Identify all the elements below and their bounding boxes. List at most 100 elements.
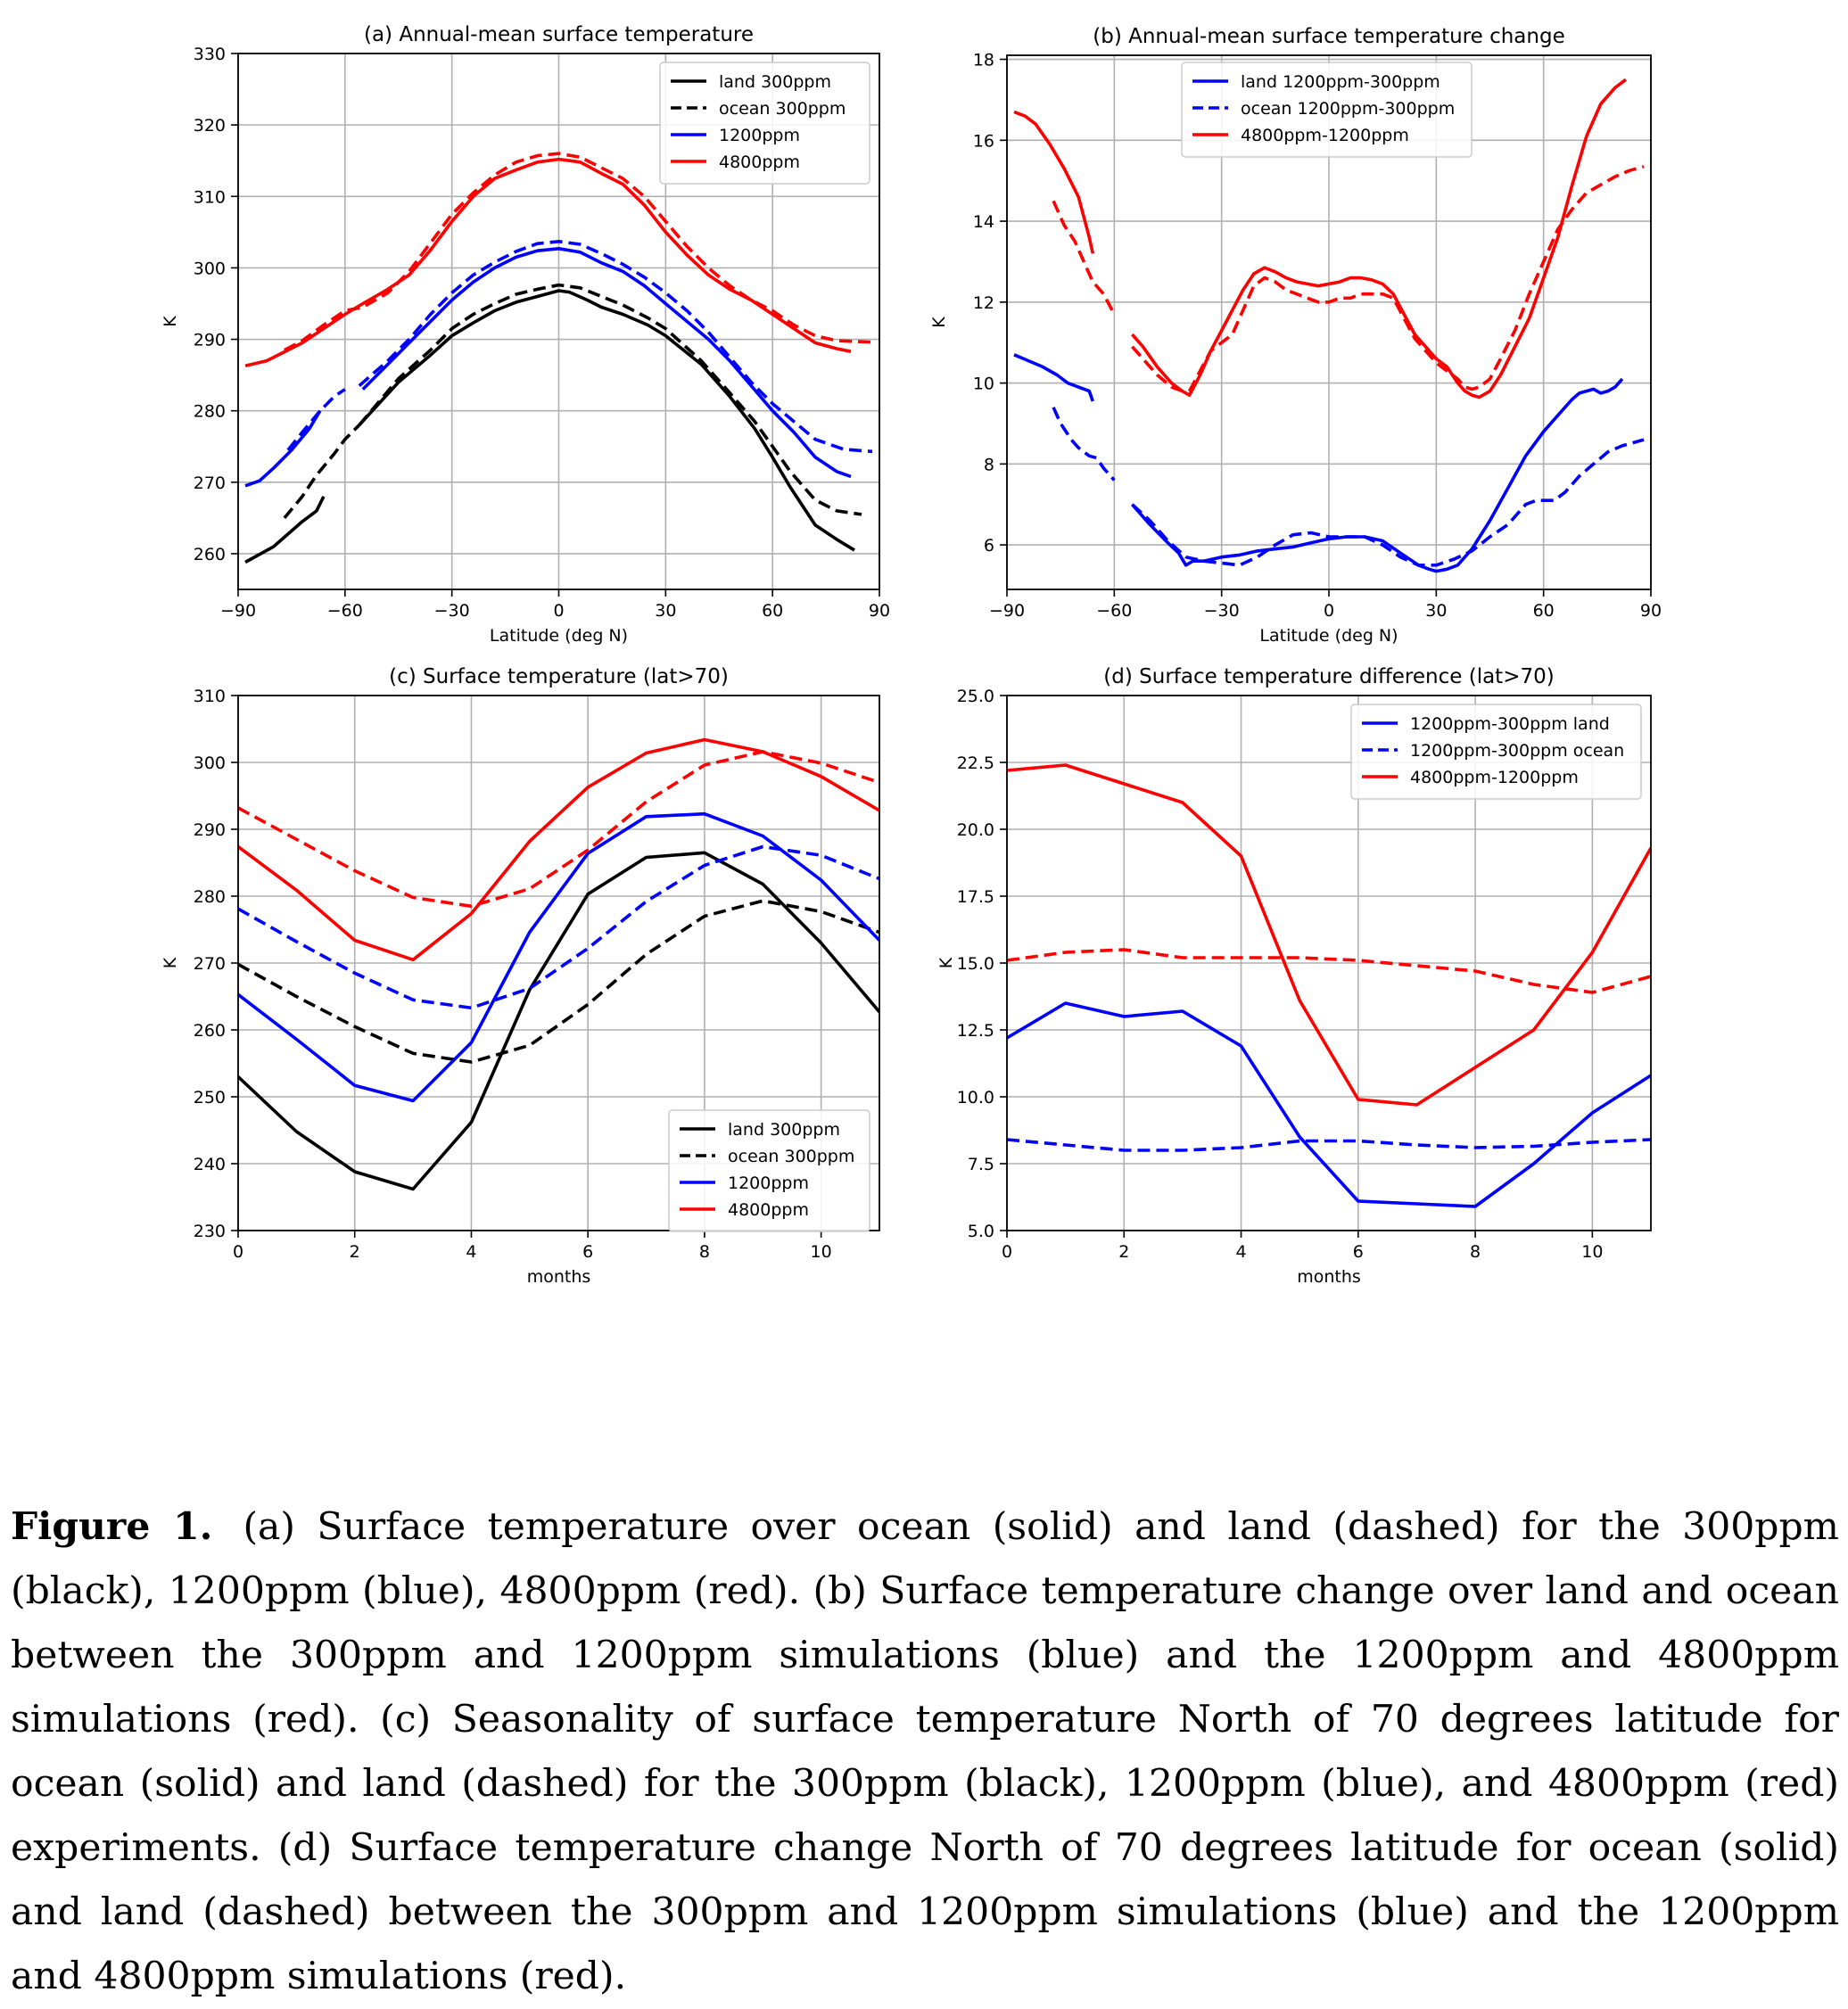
x-tick-label: −90: [989, 601, 1025, 621]
x-tick-label: 2: [350, 1242, 360, 1262]
series-line: [244, 157, 852, 367]
panel-d: 0 2 4 6 8 10 5.0 7.5 10.0 12.5 15.0 17.5 20.0 22.5 25.…: [936, 665, 1652, 1287]
series-line: [1007, 948, 1651, 994]
x-tick-label: 0: [233, 1242, 243, 1262]
series-line: [1007, 763, 1651, 1107]
y-tick-label: 290: [194, 331, 226, 350]
series-line: [1013, 110, 1095, 254]
y-tick-label: 12: [973, 293, 994, 313]
y-tick-label: 270: [194, 954, 226, 974]
x-tick-label: 60: [1533, 601, 1555, 621]
y-tick-label: 20.0: [957, 820, 994, 840]
y-tick-label: 330: [194, 45, 226, 64]
y-tick-label: 260: [194, 545, 226, 564]
x-tick-label: −60: [327, 601, 363, 621]
x-axis-label: Latitude (deg N): [1259, 626, 1398, 646]
legend-box: [659, 62, 870, 185]
series-line: [1052, 200, 1116, 316]
series-line: [238, 851, 879, 1191]
y-tick-label: 12.5: [957, 1021, 994, 1041]
x-tick-label: 2: [1118, 1242, 1129, 1262]
y-tick-label: 270: [194, 473, 226, 493]
figure-panels: −90 −60 −30 0 30 60 90260270280290300310320330…: [161, 23, 1662, 1287]
panel-title: (b) Annual-mean surface temperature chan…: [1093, 25, 1564, 48]
y-axis-label: K: [161, 957, 180, 968]
x-tick-label: 60: [762, 601, 783, 621]
legend-label: land 1200ppm-300ppm: [1241, 72, 1440, 92]
x-tick-label: 6: [582, 1242, 593, 1262]
y-tick-label: 25.0: [957, 687, 994, 706]
legend-label: ocean 1200ppm-300ppm: [1241, 99, 1455, 119]
figure-caption: Figure 1. (a) Surface temperature over oc…: [11, 1494, 1839, 2009]
series-line: [286, 388, 346, 451]
legend: land 1200ppm-300ppm ocean 1200ppm-300ppm 4…: [1181, 62, 1473, 158]
legend-label: ocean 300ppm: [719, 99, 846, 119]
legend-label: ocean 300ppm: [728, 1147, 854, 1166]
x-tick-label: 10: [811, 1242, 832, 1262]
x-tick-label: 0: [1002, 1242, 1012, 1262]
series-line: [238, 811, 879, 1103]
y-tick-label: 7.5: [968, 1155, 994, 1174]
y-tick-label: 10.0: [957, 1088, 994, 1107]
series-line: [1131, 438, 1645, 567]
y-tick-label: 250: [194, 1088, 226, 1107]
x-tick-label: 4: [1235, 1242, 1246, 1262]
x-axis-label: Latitude (deg N): [490, 626, 628, 646]
y-tick-label: 310: [194, 187, 226, 207]
x-tick-label: −30: [434, 601, 470, 621]
x-axis-label: months: [1297, 1267, 1361, 1287]
legend-label: land 300ppm: [719, 72, 831, 92]
legend-box: [1350, 704, 1642, 800]
y-tick-label: 240: [194, 1155, 226, 1174]
series-line: [283, 424, 361, 520]
y-tick-label: 280: [194, 887, 226, 907]
caption-text: (a) Surface temperature over ocean (soli…: [11, 1505, 1839, 1998]
x-tick-label: 90: [869, 601, 890, 621]
y-tick-label: 10: [973, 375, 994, 394]
y-axis-label: K: [929, 317, 949, 328]
y-tick-label: 300: [194, 753, 226, 773]
series-line: [358, 283, 862, 516]
series-line: [238, 737, 879, 962]
legend-label: 1200ppm-300ppm land: [1410, 714, 1610, 734]
series-line: [1131, 165, 1645, 393]
y-tick-label: 18: [973, 51, 994, 70]
x-tick-label: 6: [1353, 1242, 1364, 1262]
panel-c: 0 2 4 6 8 10 230 240 250 260 270 280 290 300 310 (c) Su…: [161, 665, 880, 1287]
legend-label: 4800ppm: [728, 1200, 809, 1220]
x-tick-label: 8: [699, 1242, 710, 1262]
series-line: [1007, 1001, 1651, 1208]
x-tick-label: 4: [466, 1242, 476, 1262]
legend-label: 1200ppm: [728, 1173, 809, 1193]
x-tick-label: 8: [1470, 1242, 1481, 1262]
y-tick-label: 300: [194, 259, 226, 278]
legend-box: [668, 1109, 870, 1232]
x-tick-label: 30: [655, 601, 676, 621]
y-tick-label: 8: [984, 455, 994, 474]
legend: 1200ppm-300ppm land 1200ppm-300ppm ocean 4…: [1350, 704, 1642, 800]
panel-title: (c) Surface temperature (lat>70): [389, 665, 729, 688]
x-tick-label: 0: [553, 601, 564, 621]
y-tick-label: 280: [194, 402, 226, 422]
series-line: [244, 495, 326, 564]
legend-label: 1200ppm: [719, 126, 800, 145]
x-tick-label: −60: [1096, 601, 1132, 621]
y-axis-label: K: [161, 316, 180, 327]
series-line: [238, 750, 879, 909]
series-line: [238, 899, 879, 1064]
series-line: [1052, 407, 1116, 482]
y-tick-label: 290: [194, 820, 226, 840]
series-line: [358, 289, 855, 552]
legend: land 300ppm ocean 300ppm 1200ppm 4800ppm: [668, 1109, 870, 1232]
y-axis-label: K: [936, 957, 956, 968]
series-line: [238, 844, 879, 1010]
series-line: [1131, 377, 1624, 573]
y-tick-label: 14: [973, 212, 994, 232]
y-tick-label: 16: [973, 131, 994, 151]
x-tick-label: 0: [1324, 601, 1334, 621]
series-line: [244, 409, 322, 488]
figure: −90 −60 −30 0 30 60 90 260 270 280 290 300 310 320 330…: [161, 23, 1662, 1287]
legend-label: 4800ppm: [719, 152, 800, 172]
y-tick-label: 260: [194, 1021, 226, 1041]
caption-label: Figure 1.: [11, 1504, 213, 1549]
